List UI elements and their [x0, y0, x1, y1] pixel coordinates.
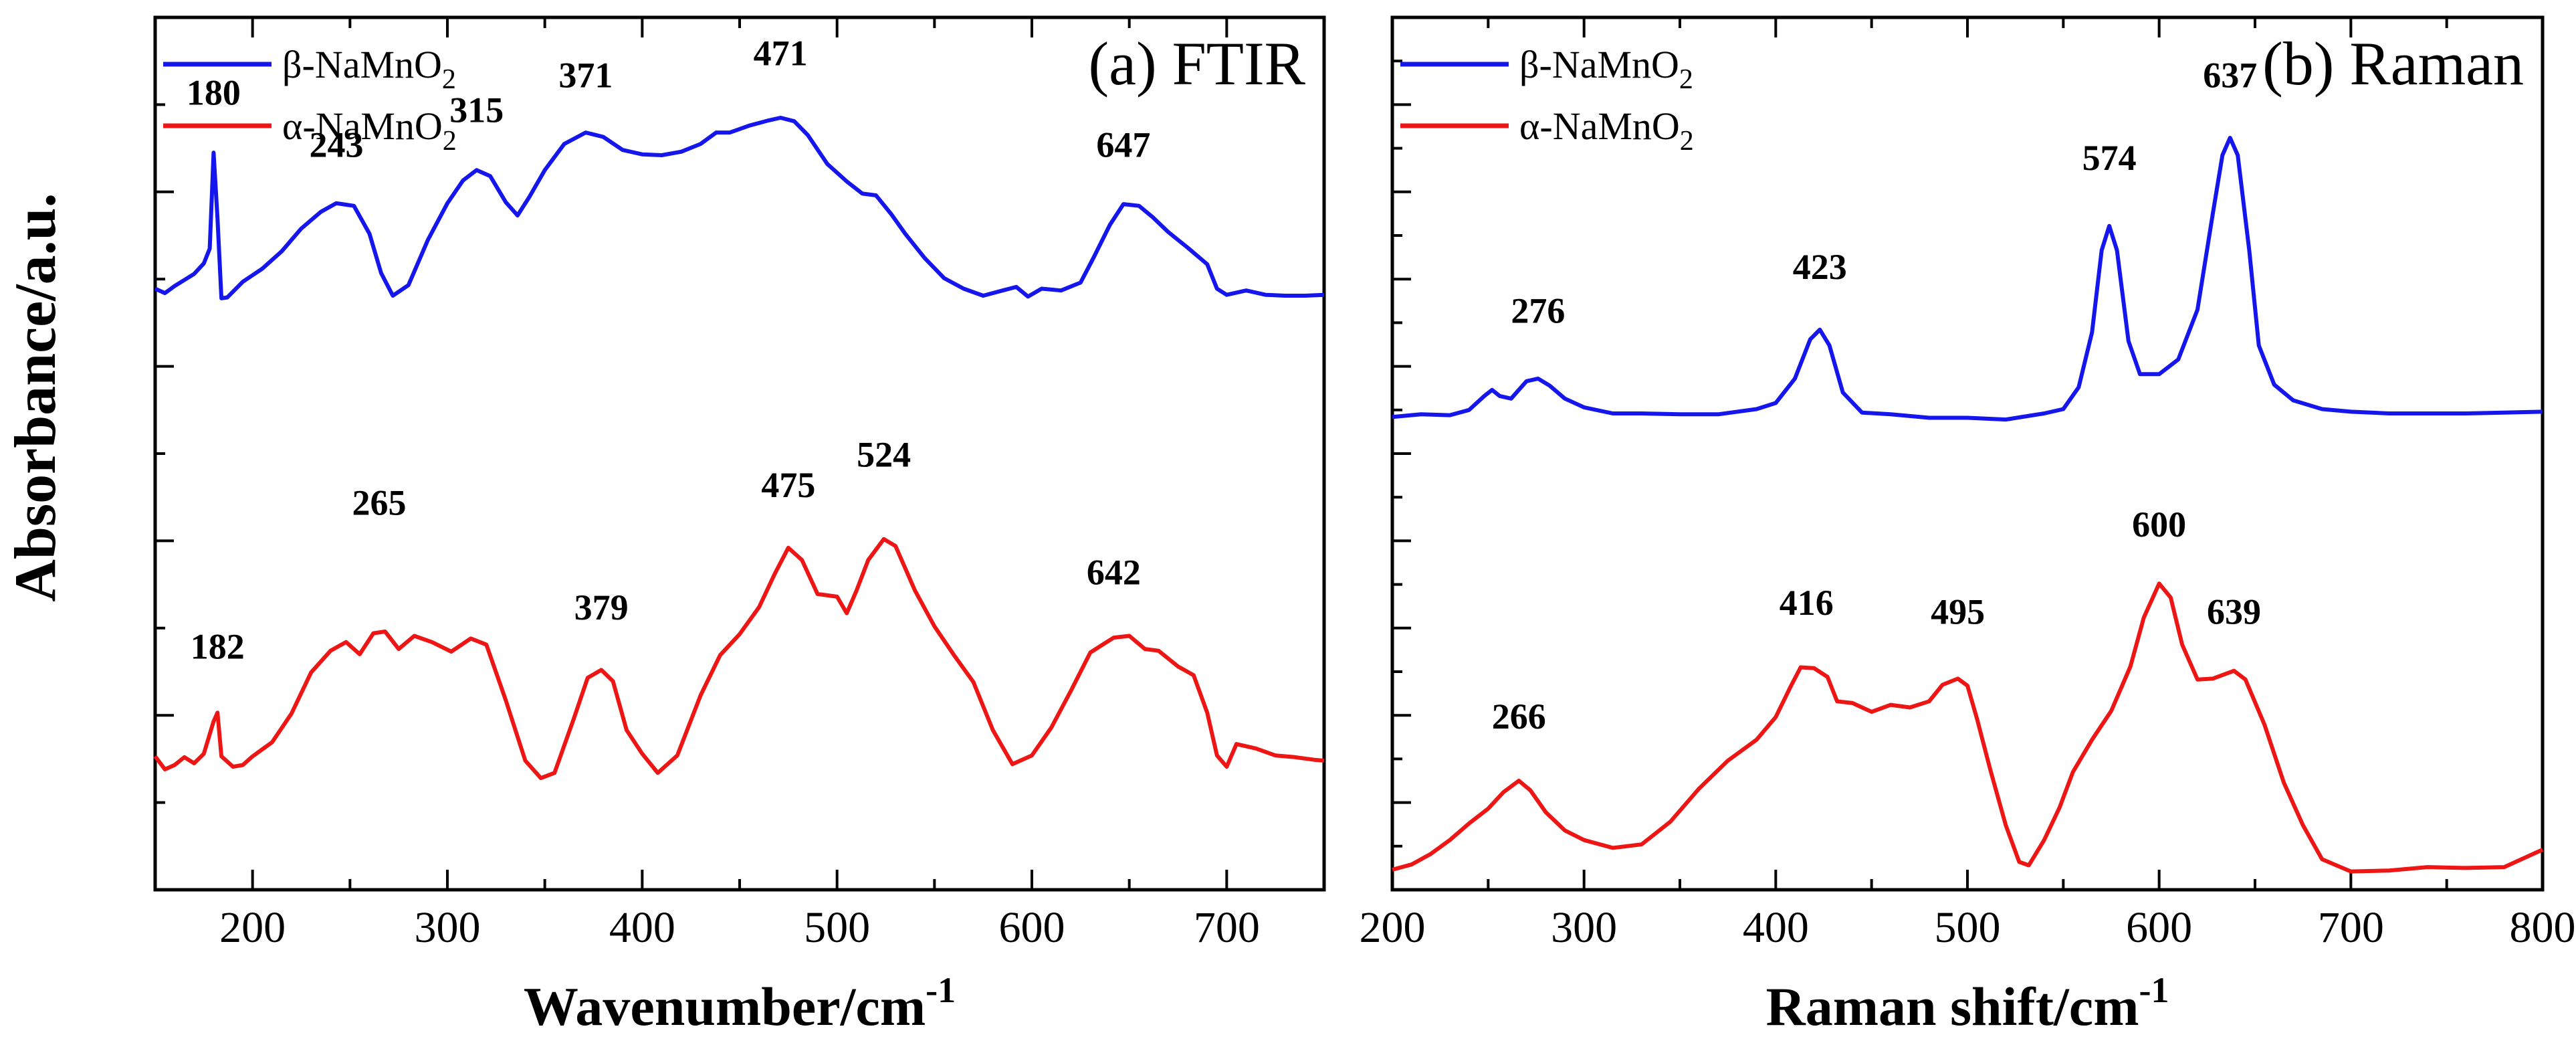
ftir-x-axis-title-main: Wavenumber/cm: [524, 976, 926, 1037]
ftir-peak-label: 182: [191, 626, 245, 666]
raman-legend-label-sub: 2: [1680, 126, 1694, 157]
ftir-panel-label: (a) FTIR: [1089, 29, 1306, 98]
ftir-series-beta-line: [154, 116, 1325, 300]
raman-xtick-label: 800: [2510, 903, 2576, 952]
panel-raman: 200 300 400 500 600 700 800 Raman shift/cm-1 276…: [1360, 15, 2576, 1037]
ftir-xtick-label: 300: [415, 903, 481, 952]
raman-xtick-label: 300: [1551, 903, 1617, 952]
y-axis-title: Absorbance/a.u.: [3, 193, 68, 601]
raman-xtick-label: 400: [1743, 903, 1809, 952]
ftir-peak-label: 475: [761, 465, 815, 505]
ftir-peak-label: 265: [352, 482, 407, 522]
ftir-legend-label-alpha: α-NaMnO2: [282, 104, 457, 157]
raman-x-axis-title-sup: -1: [2139, 970, 2169, 1010]
ftir-series-alpha-line: [153, 537, 1325, 781]
ftir-xtick-label: 400: [609, 903, 675, 952]
ftir-x-axis-title-sup: -1: [926, 970, 956, 1010]
raman-peak-label: 637: [2203, 55, 2257, 95]
ftir-legend-label-main: β-NaMnO: [282, 43, 442, 86]
raman-xtick-label: 500: [1935, 903, 2001, 952]
raman-plot-frame: [1390, 15, 2545, 892]
ftir-peak-label: 524: [857, 435, 911, 475]
ftir-xtick-label: 700: [1194, 903, 1260, 952]
raman-legend-label-sub: 2: [1679, 64, 1693, 95]
raman-peak-label: 574: [2082, 138, 2137, 178]
raman-peak-label: 495: [1931, 591, 1985, 632]
ftir-xtick-label: 500: [804, 903, 870, 952]
raman-legend-label-main: α-NaMnO: [1519, 104, 1680, 148]
ftir-legend-label-beta: β-NaMnO2: [282, 43, 456, 95]
raman-legend-label-beta: β-NaMnO2: [1519, 43, 1693, 95]
raman-peak-label: 266: [1492, 696, 1546, 737]
raman-peak-label: 600: [2132, 504, 2186, 545]
raman-legend-label-alpha: α-NaMnO2: [1519, 104, 1694, 157]
raman-peak-label: 416: [1780, 583, 1834, 623]
raman-series-alpha-line: [1392, 581, 2544, 874]
ftir-peak-label: 243: [309, 125, 363, 165]
ftir-peak-label: 647: [1096, 125, 1150, 165]
raman-legend-label-main: β-NaMnO: [1519, 43, 1679, 86]
raman-series-beta-line: [1392, 136, 2543, 422]
ftir-xtick-label: 200: [219, 903, 286, 952]
raman-x-axis-title-main: Raman shift/cm: [1765, 976, 2139, 1037]
raman-peak-label: 639: [2207, 591, 2261, 632]
ftir-peak-label: 180: [187, 72, 241, 112]
ftir-peak-label: 371: [558, 55, 613, 95]
raman-xtick-label: 700: [2318, 903, 2384, 952]
raman-peak-label: 423: [1793, 247, 1847, 287]
ftir-peak-label: 471: [754, 33, 808, 74]
ftir-peak-label: 315: [449, 90, 504, 130]
ftir-legend-label-sub: 2: [443, 126, 457, 157]
raman-xtick-label: 600: [2126, 903, 2192, 952]
panel-ftir: 200 300 400 500 600 700 Wavenumber/cm-1 180 243 3…: [153, 15, 1326, 1037]
raman-peak-label: 276: [1511, 290, 1565, 330]
ftir-legend-label-sub: 2: [442, 64, 456, 95]
raman-xtick-label: 200: [1360, 903, 1426, 952]
raman-panel-label: (b) Raman: [2262, 29, 2524, 98]
ftir-legend-label-main: α-NaMnO: [282, 104, 443, 148]
ftir-peak-label: 379: [574, 587, 629, 628]
ftir-x-axis-title: Wavenumber/cm-1: [524, 970, 956, 1037]
raman-x-axis-title: Raman shift/cm-1: [1765, 970, 2169, 1037]
ftir-peak-label: 642: [1087, 553, 1141, 593]
ftir-xtick-label: 600: [999, 903, 1065, 952]
